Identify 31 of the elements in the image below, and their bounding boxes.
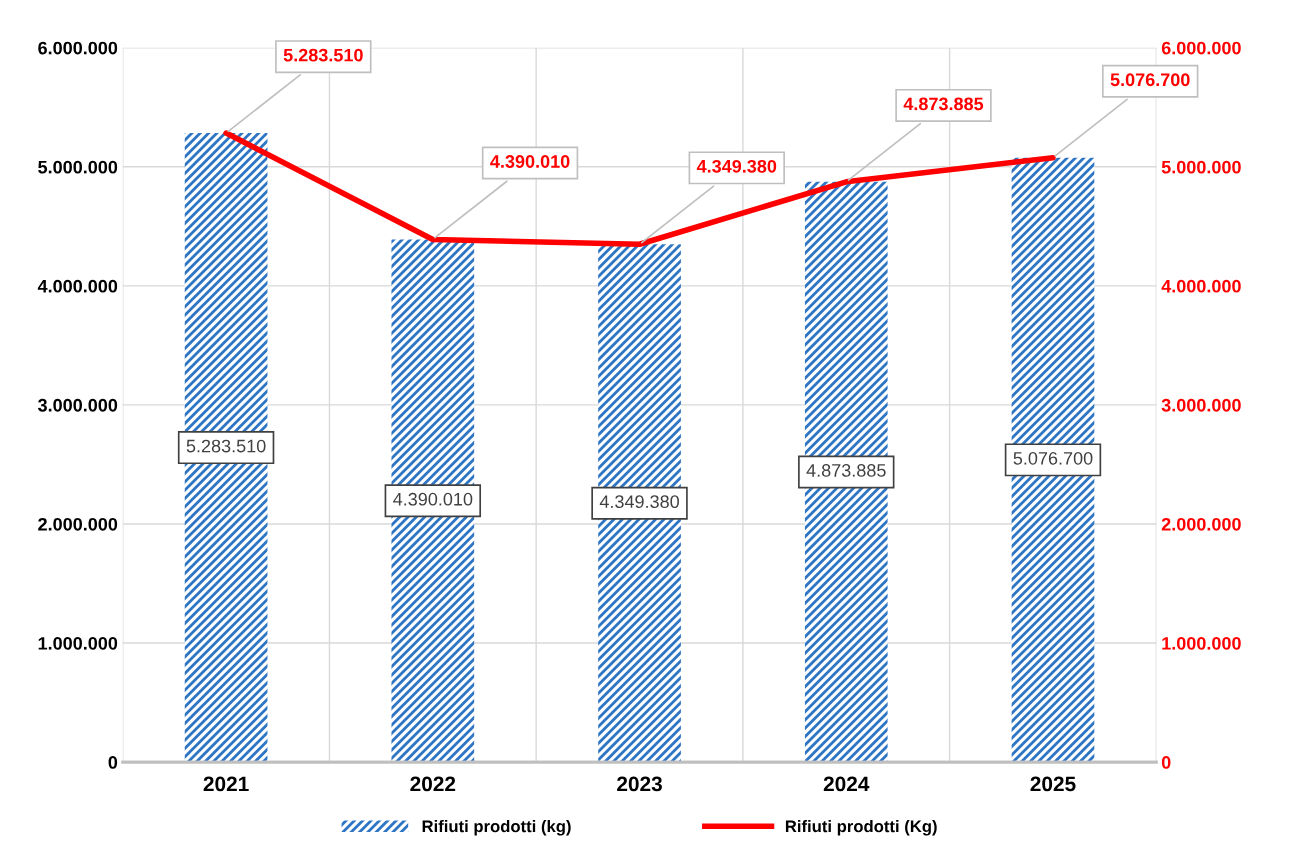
y-tick-label: 1.000.000 — [38, 636, 118, 650]
x-tick-label: 2025 — [1030, 776, 1076, 792]
y2-tick-label: 3.000.000 — [1161, 398, 1241, 412]
data-label: 4.390.010 — [393, 492, 473, 506]
legend-label: Rifiuti prodotti (Kg) — [785, 819, 937, 836]
data-label: 4.390.010 — [490, 155, 570, 168]
y-tick-label: 5.000.000 — [38, 160, 118, 174]
data-label: 5.076.700 — [1110, 73, 1190, 87]
data-label: 5.283.510 — [186, 439, 266, 453]
data-label: 4.349.380 — [696, 159, 777, 173]
data-label: 5.076.700 — [1013, 451, 1093, 465]
y-tick-label: 2.000.000 — [38, 517, 118, 531]
data-label: 4.349.380 — [599, 495, 679, 509]
x-tick-label: 2023 — [617, 776, 662, 792]
y2-tick-label: 1.000.000 — [1162, 636, 1241, 650]
y-tick-label: 4.000.000 — [37, 279, 118, 293]
data-label: 4.873.885 — [903, 97, 984, 111]
y2-tick-label: 0 — [1161, 756, 1171, 769]
y-tick-label: 6.000.000 — [38, 41, 118, 55]
y2-tick-label: 5.000.000 — [1161, 160, 1241, 174]
y-tick-label: 3.000.000 — [37, 398, 118, 412]
y2-tick-label: 4.000.000 — [1161, 279, 1241, 293]
x-tick-label: 2024 — [823, 776, 870, 792]
y-tick-label: 0 — [108, 756, 118, 769]
legend-label: Rifiuti prodotti (kg) — [422, 819, 571, 836]
data-label: 5.283.510 — [283, 48, 363, 62]
y2-tick-label: 6.000.000 — [1161, 41, 1241, 55]
y2-tick-label: 2.000.000 — [1161, 517, 1241, 531]
x-tick-label: 2021 — [203, 776, 249, 792]
data-label: 4.873.885 — [806, 464, 886, 477]
x-tick-label: 2022 — [410, 776, 456, 792]
